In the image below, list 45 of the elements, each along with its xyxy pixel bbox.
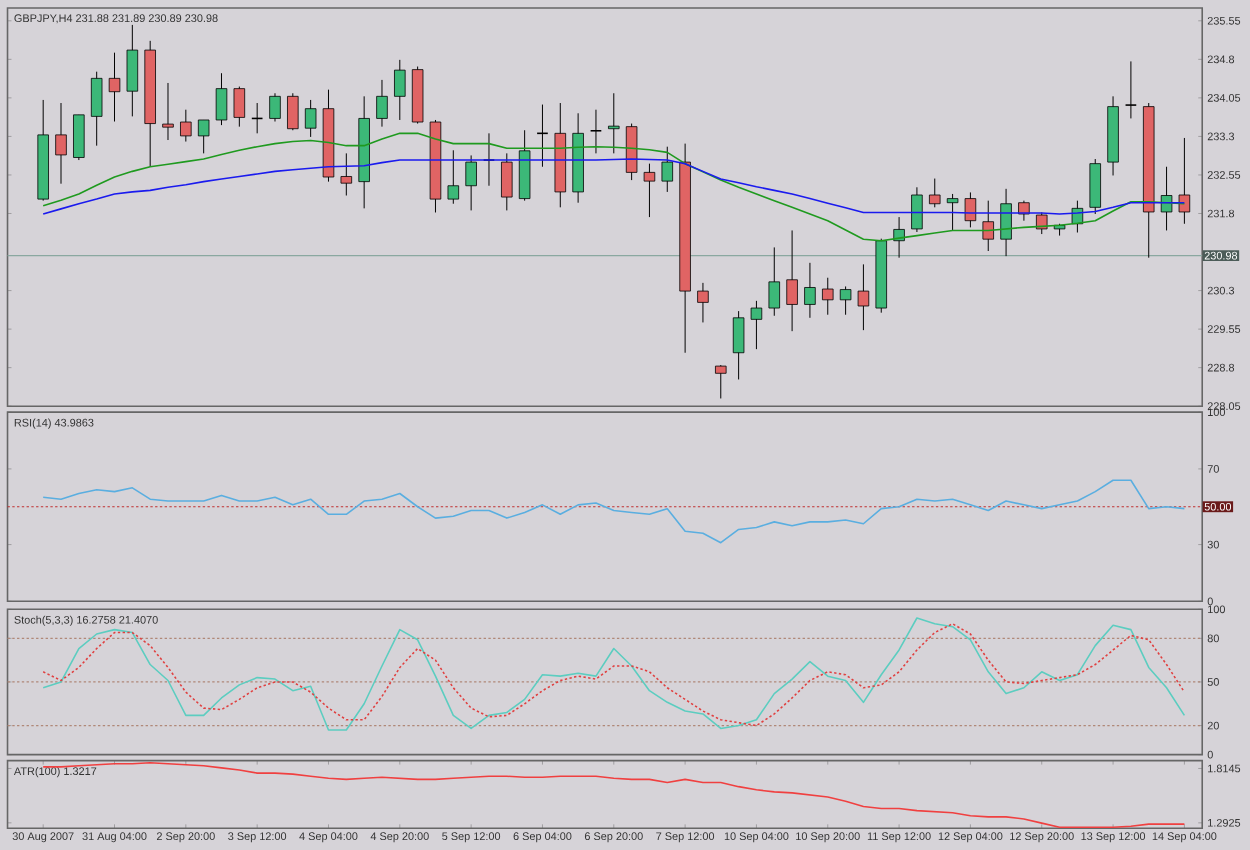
candlestick [233, 85, 246, 128]
candlestick [518, 129, 531, 202]
candlestick [55, 102, 67, 185]
candlestick [893, 216, 905, 259]
candlestick [661, 146, 674, 193]
candlestick [982, 200, 994, 252]
candlestick [287, 92, 299, 131]
candlestick [162, 82, 174, 141]
candlestick [394, 59, 406, 121]
candlestick [750, 300, 763, 350]
candlestick [447, 149, 460, 205]
candlestick [697, 282, 709, 323]
candlestick [625, 122, 638, 181]
candlestick [465, 154, 477, 211]
candlestick [90, 71, 103, 147]
candlestick [768, 246, 781, 317]
candlestick [501, 152, 513, 211]
candlestick [715, 364, 727, 399]
candlestick [857, 263, 870, 331]
candlestick [911, 186, 923, 233]
candlestick [269, 92, 281, 122]
candlestick [732, 310, 745, 380]
candlestick [215, 72, 228, 126]
candlestick [1178, 137, 1191, 225]
candlestick [964, 191, 977, 228]
candlestick [340, 152, 353, 196]
candlestick [1124, 60, 1138, 119]
candlestick [304, 99, 317, 138]
candlestick [589, 109, 603, 154]
candlestick [786, 229, 798, 332]
candlestick [376, 79, 388, 128]
candlestick [608, 92, 620, 154]
candlestick [73, 114, 85, 161]
candlestick [804, 262, 816, 319]
candlestick [929, 177, 941, 208]
candlestick [108, 52, 121, 122]
candlestick [197, 119, 210, 154]
candlestick [839, 285, 852, 316]
candlestick [946, 193, 959, 231]
candlestick [1089, 158, 1101, 215]
candlestick [643, 163, 656, 218]
candlestick [1160, 166, 1173, 231]
candlestick [126, 24, 139, 117]
candlestick [822, 277, 834, 316]
candlestick [180, 109, 192, 142]
